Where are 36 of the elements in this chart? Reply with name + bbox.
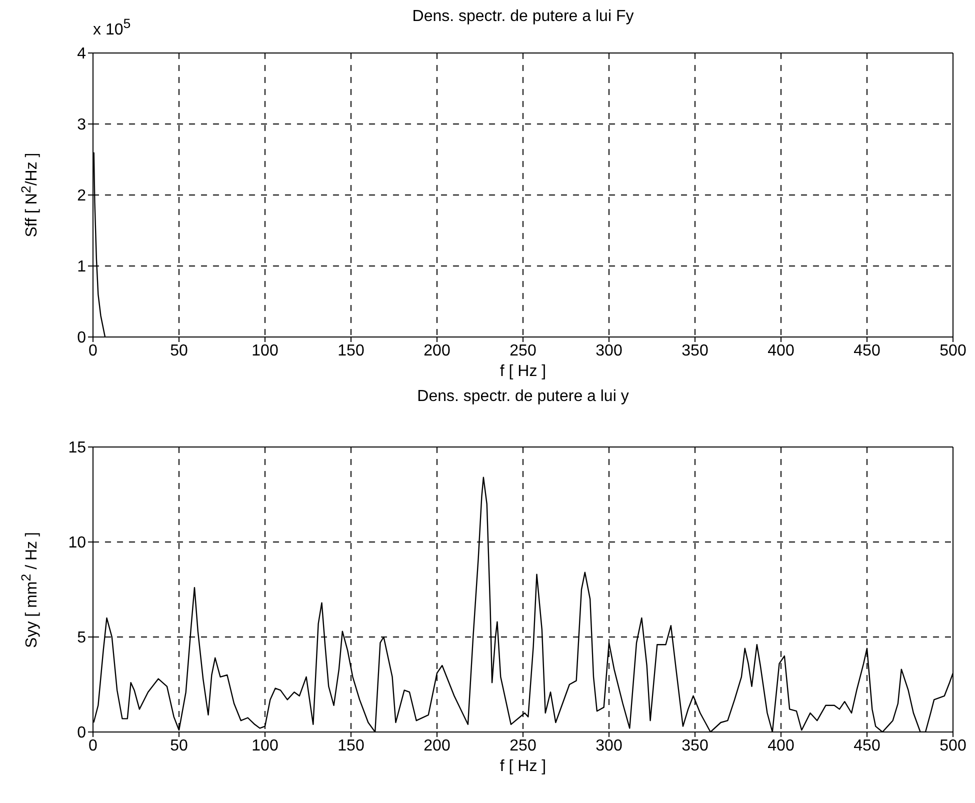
- x-tick-label: 50: [170, 342, 188, 360]
- y-tick-label: 5: [77, 630, 86, 647]
- chart-title: Dens. spectr. de putere a lui y: [416, 388, 630, 406]
- y-tick-label: 10: [68, 534, 86, 552]
- x-tick-label: 100: [252, 737, 278, 754]
- x-tick-label: 450: [854, 342, 880, 360]
- x-tick-label: 0: [88, 737, 98, 754]
- y-tick-label: 15: [68, 440, 86, 457]
- x-axis-title: f [ Hz ]: [498, 758, 548, 776]
- x-tick-label: 150: [338, 342, 364, 360]
- x-tick-label: 350: [682, 342, 708, 360]
- x-axis-title: f [ Hz ]: [498, 363, 548, 381]
- x-tick-label: 500: [940, 342, 966, 360]
- x-tick-label: 400: [768, 737, 794, 754]
- x-tick-label: 150: [338, 737, 364, 754]
- x-tick-label: 500: [940, 737, 966, 754]
- x-tick-label: 50: [170, 737, 188, 754]
- x-tick-label: 250: [510, 342, 536, 360]
- text: x 10$^{5}$: [93, 16, 131, 40]
- y-tick-label: 2: [77, 188, 86, 205]
- chart-title: Dens. spectr. de putere a lui Fy: [412, 8, 634, 25]
- y-tick-label: 0: [77, 330, 86, 347]
- x-tick-label: 200: [424, 737, 450, 754]
- x-tick-label: 200: [424, 342, 450, 360]
- y-tick-label: 3: [77, 116, 86, 134]
- y-tick-label: 1: [77, 258, 86, 276]
- x-tick-label: 350: [682, 737, 708, 754]
- y-tick-label: 4: [77, 46, 86, 63]
- x-tick-label: 250: [510, 737, 536, 754]
- x-tick-label: 0: [88, 342, 98, 360]
- x-tick-label: 300: [596, 342, 622, 360]
- x-tick-label: 400: [768, 342, 794, 360]
- x-tick-label: 100: [252, 342, 278, 360]
- y-tick-label: 0: [77, 724, 86, 742]
- x-tick-label: 450: [854, 737, 880, 754]
- x-tick-label: 300: [596, 737, 622, 754]
